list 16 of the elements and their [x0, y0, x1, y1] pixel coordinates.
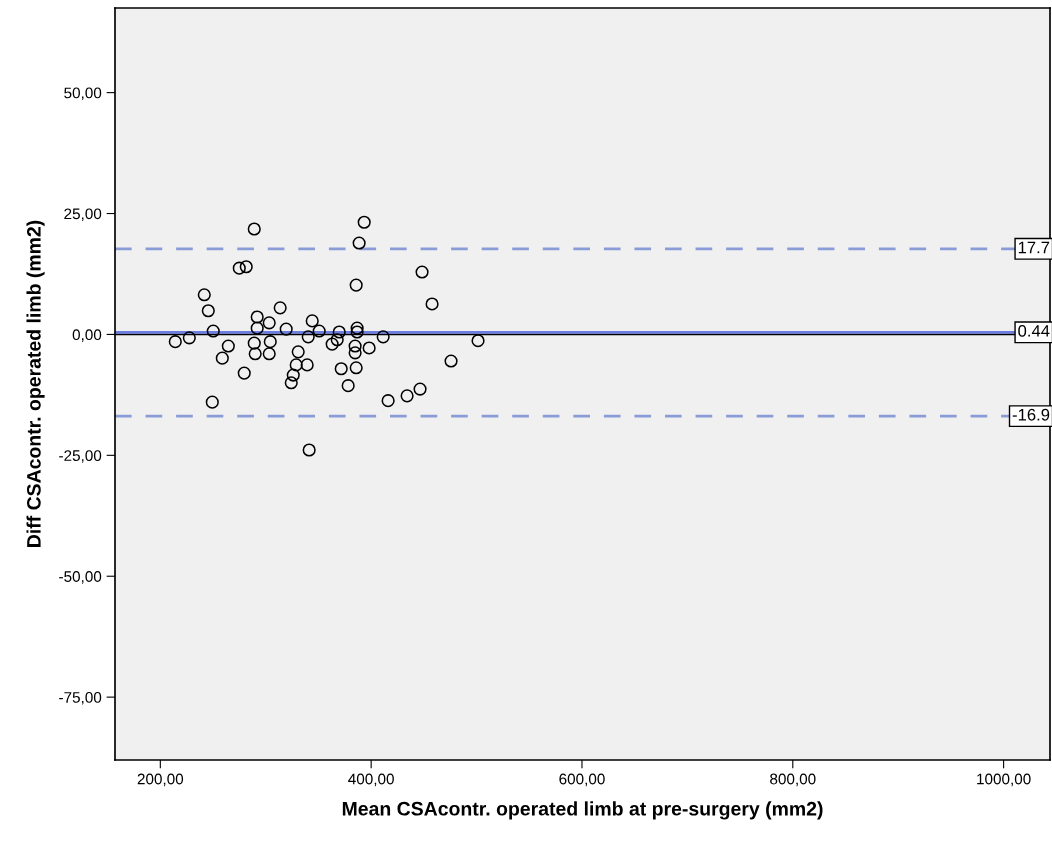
y-tick-label: -25,00 — [59, 450, 102, 463]
x-axis-title: Mean CSAcontr. operated limb at pre-surgery (mm2) — [342, 801, 823, 820]
y-tick-label: -50,00 — [59, 571, 102, 584]
ref-line-label: 0.44 — [1018, 324, 1050, 337]
x-tick-label: 400,00 — [348, 773, 394, 787]
x-tick-label: 600,00 — [559, 773, 605, 787]
x-tick-label: 800,00 — [770, 773, 816, 787]
ref-line-label: 17.7 — [1018, 241, 1050, 254]
ref-line-label: -16.9 — [1012, 408, 1050, 421]
x-tick-label: 1000,00 — [977, 773, 1031, 787]
x-tick-label: 200,00 — [137, 773, 184, 787]
y-tick-label: 50,00 — [64, 87, 102, 101]
y-tick-label: 25,00 — [64, 208, 102, 222]
y-tick-label: 0,00 — [72, 329, 102, 342]
y-axis-title: Diff CSAcontr. operated limb (mm2) — [26, 220, 45, 547]
y-tick-label: -75,00 — [59, 692, 102, 705]
